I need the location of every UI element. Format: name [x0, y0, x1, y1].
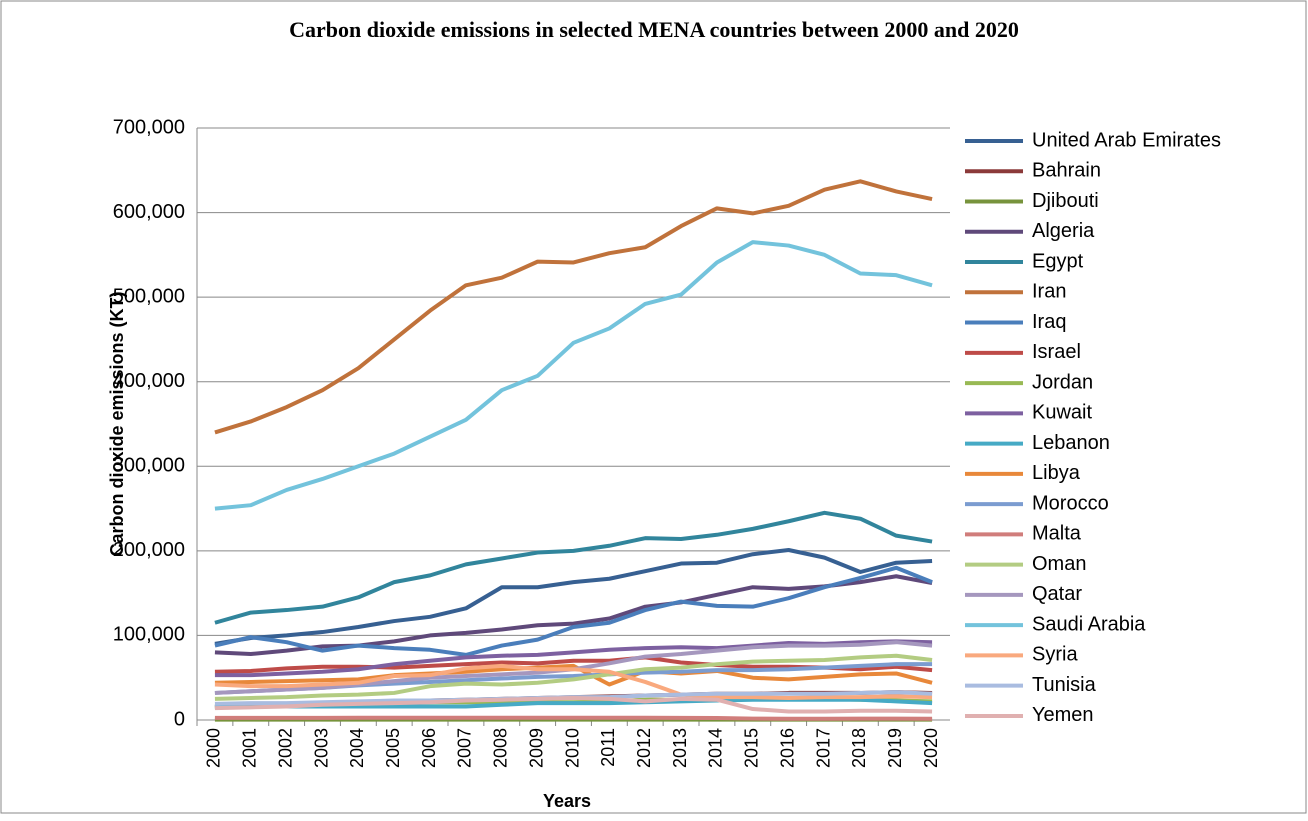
x-tick-label: 2000 — [204, 728, 224, 768]
x-tick-label: 2020 — [921, 728, 941, 768]
y-tick-label: 400,000 — [113, 370, 185, 392]
y-tick-label: 200,000 — [113, 539, 185, 561]
legend-label: Morocco — [1032, 492, 1109, 514]
x-tick-label: 2010 — [562, 728, 582, 768]
x-tick-label: 2007 — [455, 728, 475, 768]
x-tick-label: 2002 — [275, 728, 295, 768]
x-axis-label: Years — [543, 791, 591, 811]
legend-label: Syria — [1032, 644, 1078, 666]
legend-label: Libya — [1032, 462, 1081, 484]
x-tick-label: 2018 — [849, 728, 869, 768]
x-tick-label: 2014 — [706, 728, 726, 768]
x-tick-label: 2005 — [383, 728, 403, 768]
legend-label: Malta — [1032, 523, 1082, 545]
legend-label: Egypt — [1032, 250, 1084, 272]
y-tick-label: 500,000 — [113, 285, 185, 307]
legend-label: Saudi Arabia — [1032, 613, 1146, 635]
y-tick-label: 700,000 — [113, 116, 185, 138]
y-tick-label: 0 — [174, 708, 185, 730]
x-tick-label: 2009 — [526, 728, 546, 768]
x-tick-label: 2019 — [885, 728, 905, 768]
legend-label: Iraq — [1032, 311, 1066, 333]
legend-label: Oman — [1032, 553, 1086, 575]
legend-label: United Arab Emirates — [1032, 129, 1221, 151]
legend-label: Djibouti — [1032, 190, 1099, 212]
x-tick-label: 2006 — [419, 728, 439, 768]
series-line — [215, 718, 932, 719]
legend-label: Tunisia — [1032, 674, 1097, 696]
y-tick-label: 100,000 — [113, 624, 185, 646]
x-tick-label: 2001 — [240, 728, 260, 768]
y-tick-label: 600,000 — [113, 201, 185, 223]
x-tick-label: 2013 — [670, 728, 690, 768]
x-tick-label: 2011 — [598, 728, 618, 767]
legend-label: Yemen — [1032, 704, 1094, 726]
x-tick-label: 2017 — [813, 728, 833, 768]
y-tick-label: 300,000 — [113, 455, 185, 477]
legend-label: Algeria — [1032, 220, 1095, 242]
legend-label: Iran — [1032, 281, 1066, 303]
x-tick-label: 2015 — [742, 728, 762, 768]
x-tick-label: 2004 — [347, 728, 367, 768]
x-tick-label: 2012 — [634, 728, 654, 768]
legend-label: Qatar — [1032, 583, 1082, 605]
legend-label: Lebanon — [1032, 432, 1110, 454]
legend-label: Israel — [1032, 341, 1081, 363]
x-tick-label: 2016 — [777, 728, 797, 768]
x-tick-label: 2003 — [311, 728, 331, 768]
legend-label: Bahrain — [1032, 160, 1101, 182]
y-axis-label: Carbon dioxide emissions (KT) — [107, 291, 127, 556]
legend-label: Jordan — [1032, 371, 1093, 393]
legend-label: Kuwait — [1032, 402, 1092, 424]
x-tick-label: 2008 — [491, 728, 511, 768]
chart-title: Carbon dioxide emissions in selected MEN… — [289, 17, 1019, 42]
